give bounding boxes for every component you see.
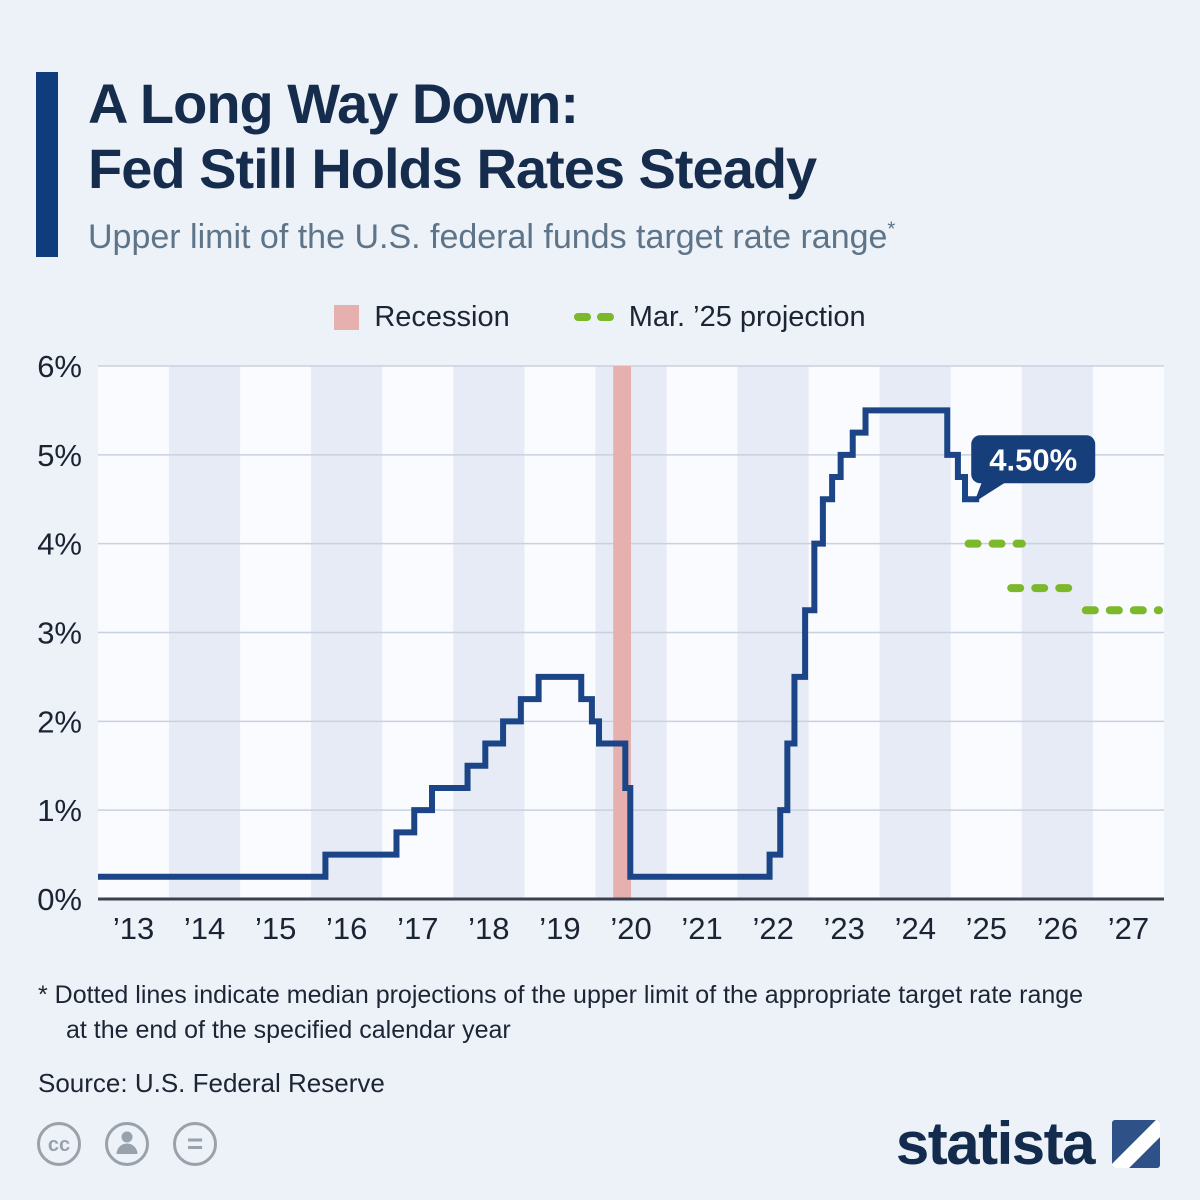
y-axis-label: 4% <box>37 527 82 562</box>
x-axis-label: ’22 <box>752 911 793 946</box>
x-axis-label: ’26 <box>1037 911 1078 946</box>
y-axis-label: 2% <box>37 704 82 739</box>
svg-text:cc: cc <box>48 1134 70 1156</box>
x-axis-label: ’23 <box>824 911 865 946</box>
rate-line <box>98 407 980 880</box>
x-axis-label: ’15 <box>255 911 296 946</box>
x-axis-label: ’24 <box>895 911 936 946</box>
chart-title: A Long Way Down: Fed Still Holds Rates S… <box>88 72 895 202</box>
x-axis-label: ’18 <box>468 911 509 946</box>
cc-icon: cc <box>37 1122 81 1166</box>
rate-chart-svg: 4.50% 6% 5% 4% 3% 2% 1% 0% ’13 ’14 ’15 ’16 ’17 ’18 ’19… <box>37 354 1164 946</box>
y-axis-label: 3% <box>37 615 82 650</box>
legend-item-projection: Mar. ’25 projection <box>573 300 866 334</box>
x-axis-label: ’27 <box>1108 911 1149 946</box>
svg-text:=: = <box>187 1128 203 1159</box>
x-axis-label: ’19 <box>539 911 580 946</box>
license-badges: cc = <box>36 1121 218 1167</box>
equals-icon: = <box>173 1122 217 1166</box>
footer: cc = statista <box>36 1114 1160 1174</box>
recession-swatch <box>334 304 360 330</box>
attribution-icon <box>105 1122 149 1166</box>
footnote: * Dotted lines indicate median projectio… <box>38 978 1164 1048</box>
chart-title-line1: A Long Way Down: <box>88 72 579 135</box>
chart-area: 4.50% 6% 5% 4% 3% 2% 1% 0% ’13 ’14 ’15 ’16 ’17 ’18 ’19… <box>36 354 1164 954</box>
x-axis-label: ’13 <box>113 911 154 946</box>
statista-wordmark: statista <box>895 1110 1096 1177</box>
footnote-line2: at the end of the specified calendar yea… <box>66 1015 511 1044</box>
x-axis-label: ’21 <box>681 911 722 946</box>
x-axis-label: ’20 <box>610 911 651 946</box>
chart-subtitle: Upper limit of the U.S. federal funds ta… <box>88 218 895 257</box>
x-axis-label: ’16 <box>326 911 367 946</box>
legend-item-recession: Recession <box>334 300 510 334</box>
statista-logo-mark <box>1112 1120 1160 1168</box>
callout-label: 4.50% <box>989 442 1077 477</box>
statista-logo: statista <box>896 1114 1160 1174</box>
legend: Recession Mar. ’25 projection <box>0 301 1200 334</box>
header: A Long Way Down: Fed Still Holds Rates S… <box>0 0 1200 257</box>
x-axis-label: ’17 <box>397 911 438 946</box>
y-axis-label: 6% <box>37 354 82 384</box>
legend-label-recession: Recession <box>374 300 510 333</box>
title-accent-bar <box>36 72 58 257</box>
source-note: Source: U.S. Federal Reserve <box>38 1067 385 1098</box>
callout-pointer <box>974 481 1008 503</box>
footnote-marker: * <box>887 218 896 241</box>
footnote-line1: * Dotted lines indicate median projectio… <box>38 980 1084 1009</box>
y-axis-label: 0% <box>37 882 82 917</box>
legend-label-projection: Mar. ’25 projection <box>628 300 866 333</box>
chart-title-line2: Fed Still Holds Rates Steady <box>88 136 817 200</box>
callout-bubble <box>971 435 1096 484</box>
header-text: A Long Way Down: Fed Still Holds Rates S… <box>88 72 895 257</box>
y-axis-label: 1% <box>37 793 82 828</box>
x-axis-label: ’14 <box>184 911 225 946</box>
chart-subtitle-text: Upper limit of the U.S. federal funds ta… <box>88 217 888 256</box>
x-axis-label: ’25 <box>966 911 1007 946</box>
y-axis-label: 5% <box>37 438 82 473</box>
projection-dash-icon <box>573 313 614 322</box>
